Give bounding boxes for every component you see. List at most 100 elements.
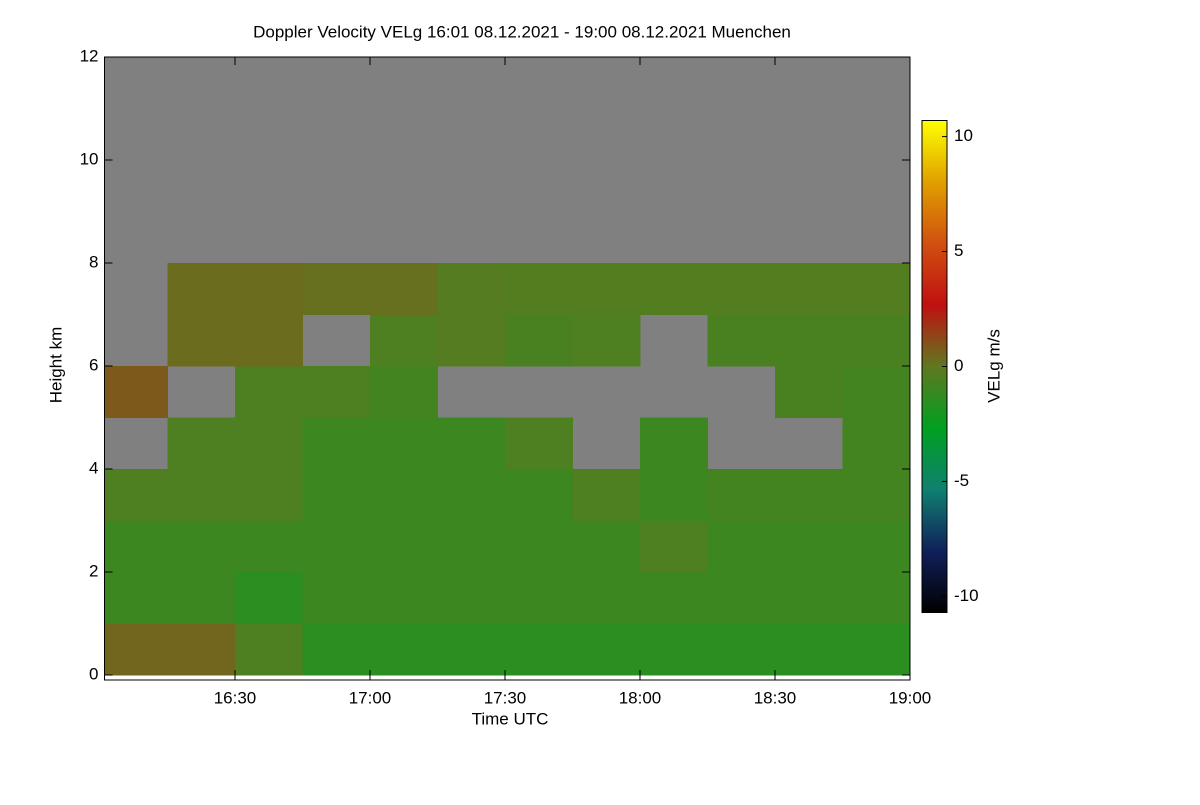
heatmap-cell	[234, 623, 303, 676]
heatmap-cell	[369, 469, 438, 521]
heatmap-cell	[572, 469, 641, 521]
x-tick-label: 17:00	[349, 688, 392, 707]
heatmap-cell	[369, 520, 438, 573]
heatmap-cell	[167, 520, 236, 573]
heatmap-cell	[572, 314, 641, 367]
heatmap-cell	[302, 572, 371, 624]
y-tick-label: 4	[89, 458, 98, 477]
heatmap-cell	[234, 469, 303, 521]
heatmap-cell	[302, 366, 371, 418]
colorbar-tick-label: -5	[954, 471, 969, 490]
heatmap-cell	[504, 417, 573, 470]
heatmap-cell	[707, 314, 776, 367]
x-axis-label: Time UTC	[472, 709, 549, 728]
heatmap-cell	[437, 469, 506, 521]
heatmap-cell	[369, 366, 438, 418]
plot-frame	[104, 56, 911, 681]
heatmap-cell	[234, 366, 303, 418]
heatmap-cell	[104, 623, 168, 676]
heatmap-cell	[167, 417, 236, 470]
heatmap-cell	[369, 314, 438, 367]
heatmap-cell	[369, 417, 438, 470]
heatmap-cell	[302, 417, 371, 470]
x-tick-label: 19:00	[889, 688, 932, 707]
heatmap-cell	[167, 623, 236, 676]
heatmap-cell	[707, 263, 776, 315]
y-tick-label: 6	[89, 355, 98, 374]
heatmap-cell	[842, 469, 911, 521]
heatmap-cell	[437, 314, 506, 367]
heatmap-cell	[774, 572, 843, 624]
heatmap-cell	[504, 263, 573, 315]
chart-title: Doppler Velocity VELg 16:01 08.12.2021 -…	[253, 22, 791, 41]
heatmap-cell	[437, 572, 506, 624]
heatmap-cell	[842, 623, 911, 676]
heatmap-cell	[369, 572, 438, 624]
heatmap-cell	[774, 366, 843, 418]
y-tick-label: 12	[80, 46, 99, 65]
colorbar-tick-label: -10	[954, 586, 979, 605]
heatmap-cell	[639, 263, 708, 315]
x-tick-label: 16:30	[214, 688, 257, 707]
heatmap-cell	[639, 572, 708, 624]
heatmap-cell	[842, 314, 911, 367]
colorbar-label: VELg m/s	[984, 329, 1003, 403]
heatmap-cell	[104, 572, 168, 624]
heatmap-cell	[774, 263, 843, 315]
heatmap-cell	[234, 263, 303, 315]
heatmap-cell	[369, 263, 438, 315]
x-tick-label: 17:30	[484, 688, 527, 707]
y-tick-label: 0	[89, 664, 98, 683]
y-tick-label: 10	[80, 149, 99, 168]
heatmap-cell	[842, 572, 911, 624]
heatmap-cell	[437, 263, 506, 315]
heatmap-cell	[707, 572, 776, 624]
heatmap-cell	[234, 417, 303, 470]
heatmap-cell	[302, 520, 371, 573]
heatmap-cell	[167, 469, 236, 521]
heatmap-cell	[842, 263, 911, 315]
heatmap-cell	[104, 520, 168, 573]
heatmap-cell	[639, 417, 708, 470]
heatmap-cell	[302, 623, 371, 676]
heatmap-cell	[572, 263, 641, 315]
heatmap-cell	[842, 417, 911, 470]
y-tick-label: 8	[89, 252, 98, 271]
heatmap-cell	[369, 623, 438, 676]
y-axis-label: Height km	[46, 327, 65, 404]
heatmap-cell	[234, 520, 303, 573]
heatmap-cell	[639, 469, 708, 521]
heatmap-cell	[104, 366, 168, 418]
heatmap-cell	[302, 469, 371, 521]
heatmap-cell	[774, 469, 843, 521]
heatmap-cell	[639, 623, 708, 676]
heatmap-cell	[104, 469, 168, 521]
heatmap-cell	[504, 520, 573, 573]
heatmap-cell	[707, 520, 776, 573]
heatmap-cell	[167, 572, 236, 624]
x-tick-label: 18:00	[619, 688, 662, 707]
heatmap-cell	[504, 572, 573, 624]
heatmap-cell	[234, 314, 303, 367]
colorbar-tick-label: 5	[954, 241, 963, 260]
colorbar-tick-label: 0	[954, 356, 963, 375]
heatmap-cell	[774, 520, 843, 573]
heatmap-cell	[167, 263, 236, 315]
heatmap-cell	[774, 314, 843, 367]
heatmap-cell	[842, 366, 911, 418]
heatmap-cell	[504, 623, 573, 676]
heatmap-cell	[774, 623, 843, 676]
heatmap-cell	[572, 623, 641, 676]
heatmap-cell	[302, 263, 371, 315]
colorbar-tick-label: 10	[954, 126, 973, 145]
heatmap-cell	[707, 623, 776, 676]
heatmap-cell	[504, 314, 573, 367]
heatmap-cell	[572, 520, 641, 573]
heatmap-cell	[167, 314, 236, 367]
heatmap-cell	[234, 572, 303, 624]
heatmap-cell	[639, 520, 708, 573]
heatmap-cell	[707, 469, 776, 521]
heatmap-cell	[437, 520, 506, 573]
x-tick-label: 18:30	[754, 688, 797, 707]
